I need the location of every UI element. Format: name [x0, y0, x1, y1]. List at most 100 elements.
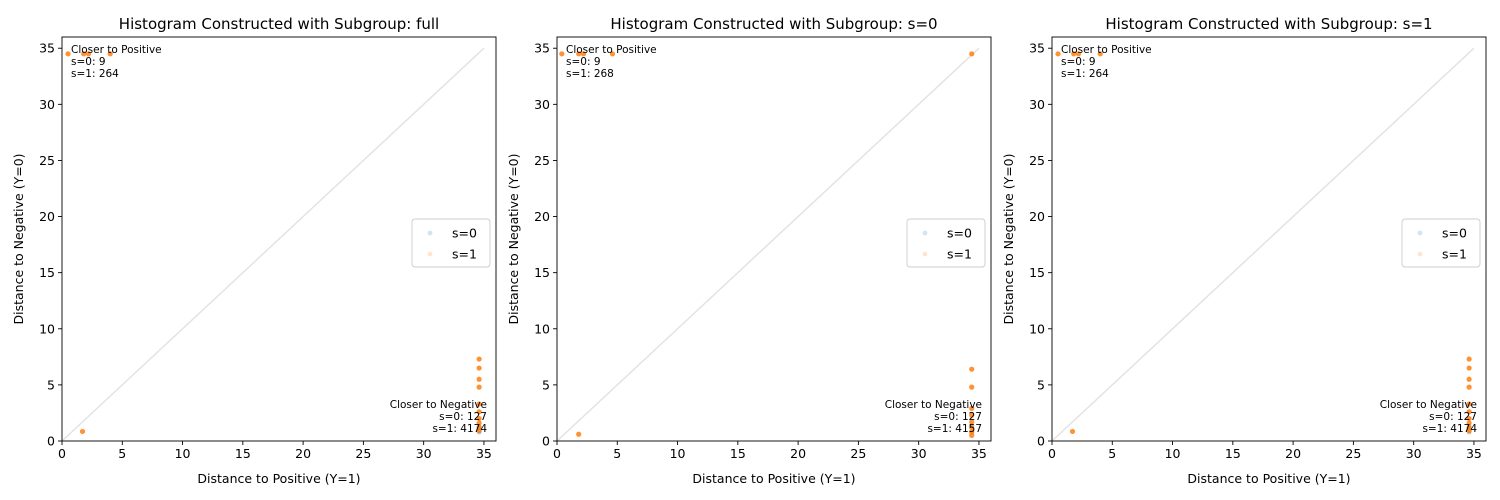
y-tick-label: 5: [47, 377, 55, 392]
x-tick-label: 5: [613, 446, 621, 461]
annotation-positive: s=1: 264: [71, 68, 119, 80]
legend-marker: [922, 230, 928, 236]
y-tick-label: 0: [542, 434, 550, 449]
annotation-positive: s=0: 9: [566, 56, 601, 68]
data-point: [969, 405, 975, 412]
y-tick-label: 5: [1037, 377, 1045, 392]
data-point: [1466, 409, 1472, 415]
axes-frame: [556, 36, 992, 442]
data-point: [1466, 401, 1472, 407]
data-point: [476, 409, 482, 415]
data-point: [476, 420, 482, 426]
y-tick-label: 5: [542, 377, 550, 392]
data-point: [559, 51, 565, 57]
legend: s=0s=1: [906, 218, 986, 268]
data-point: [1466, 376, 1472, 382]
data-point: [1069, 428, 1076, 435]
chart-title: Histogram Constructed with Subgroup: s=0: [610, 15, 937, 33]
chart-title: Histogram Constructed with Subgroup: s=1: [1105, 15, 1432, 33]
y-tick-label: 20: [1029, 209, 1045, 224]
data-point: [79, 428, 86, 435]
x-tick-label: 5: [1108, 446, 1116, 461]
legend-box: [906, 218, 986, 268]
data-point: [65, 51, 71, 57]
y-tick-label: 30: [39, 97, 55, 112]
y-tick-label: 35: [1029, 41, 1045, 56]
y-tick-label: 20: [534, 209, 550, 224]
diagonal-line: [556, 47, 980, 442]
annotation-positive: s=0: 9: [1061, 56, 1096, 68]
annotation-negative: s=0: 127: [1429, 411, 1477, 423]
legend-label: s=0: [947, 226, 972, 241]
y-axis-label: Distance to Negative (Y=0): [1001, 153, 1016, 324]
legend-label: s=1: [1442, 247, 1467, 262]
data-point: [1466, 365, 1472, 371]
x-tick-label: 20: [295, 446, 311, 461]
data-point: [81, 51, 87, 57]
axes-frame: [61, 36, 497, 442]
data-point: [1466, 415, 1472, 422]
diagonal-line: [1051, 47, 1475, 442]
legend-marker: [922, 251, 928, 257]
x-tick-label: 0: [58, 446, 66, 461]
annotation-negative: Closer to Negative: [885, 399, 982, 411]
annotation-positive: s=0: 9: [71, 56, 106, 68]
data-point: [476, 376, 482, 382]
annotation-negative: Closer to Negative: [1380, 399, 1477, 411]
x-tick-label: 0: [1048, 446, 1056, 461]
data-point: [476, 365, 482, 371]
legend-label: s=1: [452, 247, 477, 262]
x-tick-label: 5: [118, 446, 126, 461]
x-tick-label: 20: [1285, 446, 1301, 461]
data-point: [609, 51, 616, 57]
legend-marker: [1417, 230, 1423, 236]
y-tick-label: 0: [47, 434, 55, 449]
data-point: [969, 432, 975, 438]
data-point: [576, 431, 582, 437]
annotation-positive: s=1: 268: [566, 68, 614, 80]
annotation-positive: Closer to Positive: [566, 44, 657, 56]
y-tick-label: 35: [534, 41, 550, 56]
x-tick-label: 25: [1345, 446, 1361, 461]
diagonal-line: [61, 47, 485, 442]
subplot-2: 0 5 10 15 20 25 30 35 0 5 10 15 20 25 30 35 Histogram Co…: [506, 15, 992, 486]
legend-box: [411, 218, 491, 268]
x-tick-label: 0: [553, 446, 561, 461]
data-point: [969, 366, 975, 372]
axes-frame: [1051, 36, 1487, 442]
series-s=1: [1055, 51, 1472, 435]
x-tick-label: 30: [1406, 446, 1422, 461]
annotation-positive: Closer to Positive: [1061, 44, 1152, 56]
subplot-1: 0 5 10 15 20 25 30 35 0 5 10 15 20 25 30 35 Histogram Co…: [11, 15, 497, 486]
data-point: [969, 412, 975, 418]
x-tick-label: 15: [235, 446, 251, 461]
data-point: [1466, 420, 1472, 426]
legend-label: s=0: [452, 226, 477, 241]
data-point: [476, 428, 482, 434]
x-tick-label: 10: [670, 446, 686, 461]
y-tick-label: 25: [534, 153, 550, 168]
data-point: [969, 419, 975, 425]
legend-box: [1401, 218, 1481, 268]
x-tick-label: 15: [1225, 446, 1241, 461]
series-s=1: [65, 51, 482, 435]
x-tick-label: 35: [476, 446, 492, 461]
x-tick-label: 20: [790, 446, 806, 461]
x-tick-label: 25: [355, 446, 371, 461]
data-point: [1466, 384, 1472, 390]
y-tick-label: 30: [534, 97, 550, 112]
x-axis-label: Distance to Positive (Y=1): [1187, 471, 1350, 486]
data-point: [476, 356, 482, 362]
annotation-negative: s=1: 4174: [432, 423, 487, 435]
legend-label: s=0: [1442, 226, 1467, 241]
legend-label: s=1: [947, 247, 972, 262]
y-tick-label: 10: [534, 321, 550, 336]
x-tick-label: 25: [850, 446, 866, 461]
series-s=1: [559, 51, 975, 438]
y-tick-label: 15: [39, 265, 55, 280]
x-tick-label: 30: [416, 446, 432, 461]
subplot-3: 0 5 10 15 20 25 30 35 0 5 10 15 20 25 30 35 Histogram Co…: [1001, 15, 1487, 486]
legend: s=0s=1: [411, 218, 491, 268]
annotation-negative: Closer to Negative: [390, 399, 487, 411]
